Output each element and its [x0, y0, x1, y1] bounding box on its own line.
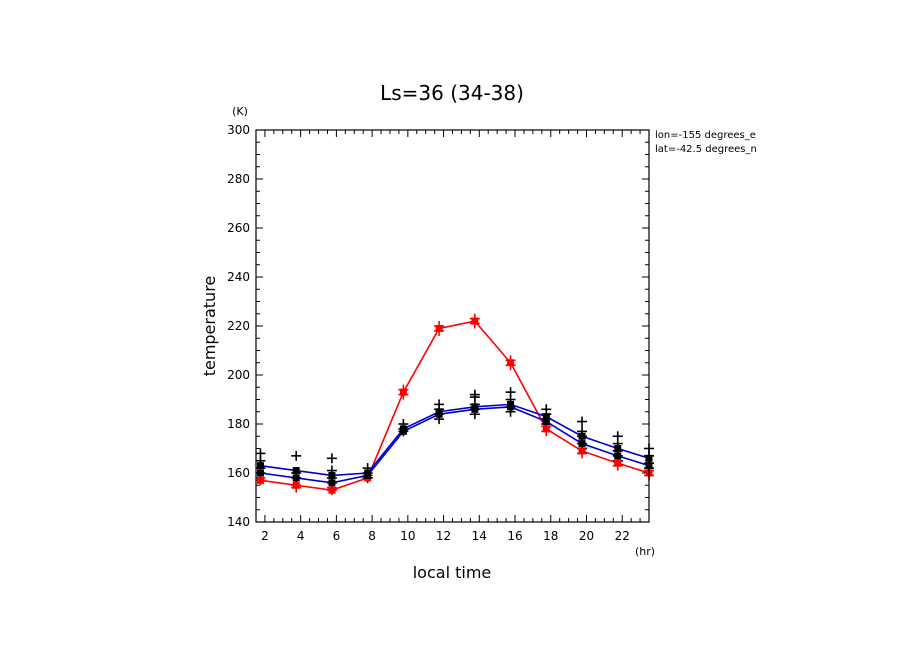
series-2-marker	[471, 405, 479, 413]
y-tick-label: 180	[227, 417, 250, 431]
series-0-marker	[399, 388, 407, 396]
x-tick-label: 6	[333, 529, 341, 543]
series-0-marker	[542, 425, 550, 433]
series-2-marker	[435, 410, 443, 418]
series-2-marker	[292, 474, 300, 482]
y-tick-label: 200	[227, 368, 250, 382]
series-2-line	[260, 406, 650, 484]
series-0-marker	[578, 447, 586, 455]
series-1-marker	[578, 432, 586, 440]
series-3-point	[326, 453, 337, 464]
x-tick-label: 10	[400, 529, 415, 543]
series-1-line	[260, 403, 650, 477]
y-tick-label: 160	[227, 466, 250, 480]
series-1-marker	[542, 413, 550, 421]
series-1-marker	[256, 462, 264, 470]
x-tick-label: 14	[472, 529, 487, 543]
series-2-marker	[507, 403, 515, 411]
series-2-marker	[328, 479, 336, 487]
series-1-marker	[292, 467, 300, 475]
series-3-point	[469, 389, 480, 400]
y-tick-label: 280	[227, 172, 250, 186]
x-tick-label: 20	[579, 529, 594, 543]
y-tick-label: 220	[227, 319, 250, 333]
series-3-point	[434, 399, 445, 410]
plot-frame	[255, 129, 650, 523]
series-3-point	[505, 387, 516, 398]
series-3-point	[255, 448, 266, 459]
series-0-marker	[614, 459, 622, 467]
series-3-point	[541, 404, 552, 415]
x-axis-label: local time	[413, 563, 492, 582]
annotation-lon: lon=-155 degrees_e	[655, 130, 756, 141]
series-0-marker	[435, 324, 443, 332]
series-3-point	[291, 450, 302, 461]
series-2-marker	[256, 469, 264, 477]
series-0-line	[260, 320, 650, 491]
x-tick-label: 22	[615, 529, 630, 543]
series-0-marker	[292, 481, 300, 489]
series-2-marker	[578, 440, 586, 448]
series-3-point	[577, 416, 588, 427]
x-tick-label: 2	[261, 529, 269, 543]
series-2-marker	[614, 452, 622, 460]
series-0-marker	[256, 476, 264, 484]
y-tick-label: 240	[227, 270, 250, 284]
series-2-marker	[399, 427, 407, 435]
series-0-marker	[328, 486, 336, 494]
chart-title: Ls=36 (34-38)	[380, 81, 524, 105]
series-0-marker	[471, 317, 479, 325]
y-tick-label: 260	[227, 221, 250, 235]
y-tick-label: 300	[227, 123, 250, 137]
x-tick-label: 16	[507, 529, 522, 543]
y-unit-label: (K)	[232, 105, 248, 118]
y-axis-label: temperature	[200, 276, 219, 377]
series-1-marker	[614, 445, 622, 452]
annotation-lat: lat=-42.5 degrees_n	[655, 144, 757, 155]
x-tick-label: 4	[297, 529, 305, 543]
series-1-marker	[328, 471, 336, 479]
series-0-marker	[507, 359, 515, 367]
x-unit-label: (hr)	[635, 545, 655, 558]
x-tick-label: 12	[436, 529, 451, 543]
y-tick-label: 140	[227, 515, 250, 529]
axes: 140 160 180 200 220 240 260 280 300 2 4 6 8 10 12 14 16 1…	[227, 123, 650, 543]
x-tick-label: 8	[368, 529, 376, 543]
series-2-marker	[364, 471, 372, 479]
series-3-point	[612, 431, 623, 442]
x-tick-label: 18	[543, 529, 558, 543]
series-layer	[255, 313, 654, 496]
series-2-marker	[542, 418, 550, 426]
